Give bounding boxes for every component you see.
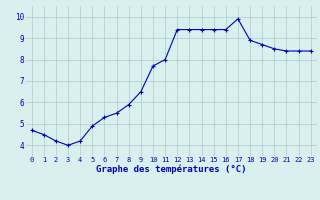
X-axis label: Graphe des températures (°C): Graphe des températures (°C)	[96, 165, 246, 174]
